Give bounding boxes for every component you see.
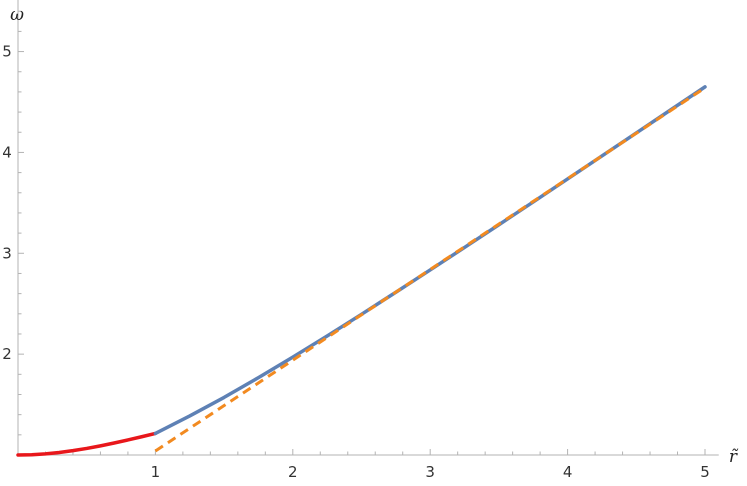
x-tick-label: 2	[288, 463, 298, 481]
ticks	[18, 10, 706, 455]
series-line-3	[154, 86, 706, 453]
axes	[17, 0, 719, 456]
x-tick-label: 4	[563, 463, 573, 481]
x-axis-label: r̃	[729, 447, 739, 467]
x-tick-label: 1	[151, 463, 161, 481]
x-tick-label: 5	[700, 463, 710, 481]
x-tick-label: 3	[425, 463, 435, 481]
y-tick-label: 2	[2, 345, 12, 363]
series-line-1	[16, 431, 158, 457]
y-tick-label: 5	[2, 43, 12, 61]
labels: 1 2 3 4 5 2 3 4 5 r̃ ω	[2, 5, 739, 481]
series	[16, 85, 707, 457]
y-axis-label: ω	[10, 5, 24, 25]
y-tick-label: 3	[2, 244, 12, 262]
y-tick-label: 4	[2, 143, 12, 161]
series-line-2	[153, 85, 707, 436]
